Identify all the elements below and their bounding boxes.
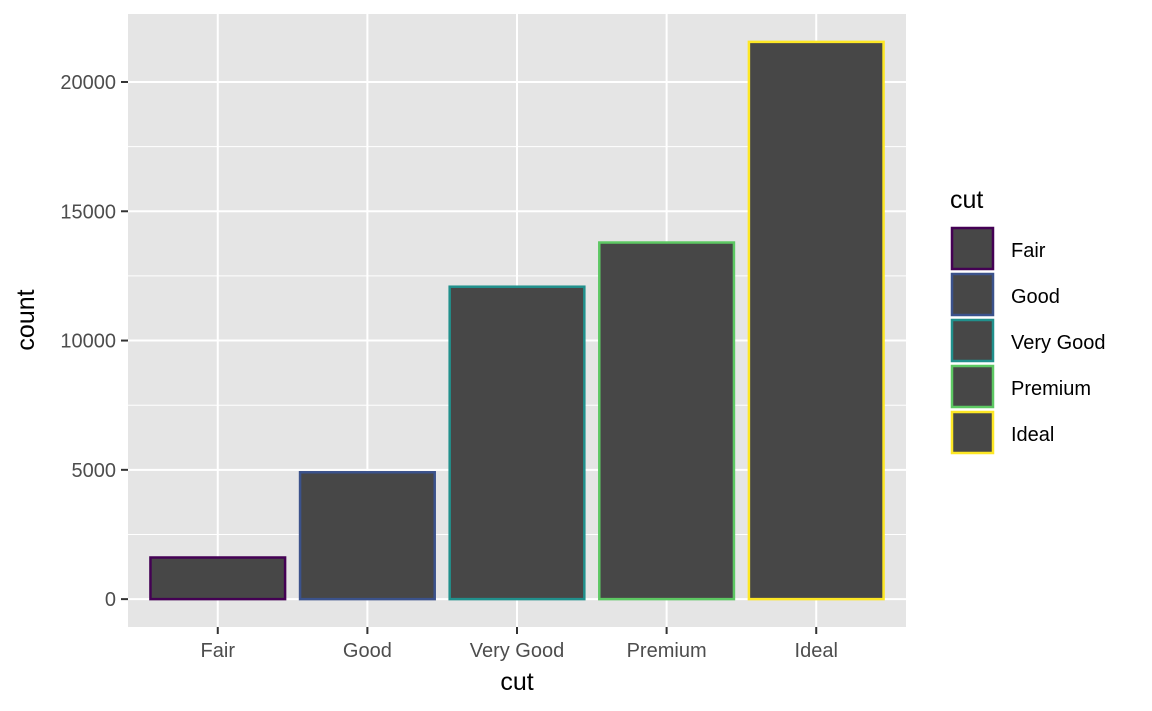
x-tick-label: Fair	[201, 640, 236, 662]
bar-very-good	[448, 285, 586, 601]
x-tick-label: Premium	[627, 640, 707, 662]
bar-fair	[149, 556, 287, 601]
y-tick-label: 0	[105, 589, 116, 611]
legend: cut Fair Good Very Good Premium Ideal	[950, 186, 1106, 455]
y-tick-label: 10000	[60, 331, 116, 353]
y-tick-label: 20000	[60, 72, 116, 94]
legend-swatch	[950, 226, 995, 271]
x-axis-ticks: Fair Good Very Good Premium Ideal	[201, 627, 838, 662]
y-axis-ticks: 0 5000 10000 15000 20000	[60, 72, 128, 611]
x-axis-title: cut	[500, 668, 533, 696]
legend-swatch	[950, 272, 995, 317]
y-tick-label: 5000	[72, 460, 117, 482]
x-tick-label: Good	[343, 640, 392, 662]
legend-label: Good	[1011, 286, 1060, 308]
legend-swatch	[950, 364, 995, 409]
legend-label: Premium	[1011, 378, 1091, 400]
legend-title: cut	[950, 186, 983, 214]
y-tick-label: 15000	[60, 201, 116, 223]
legend-label: Very Good	[1011, 332, 1106, 354]
legend-swatch	[950, 410, 995, 455]
legend-swatch	[950, 318, 995, 363]
bar-ideal	[747, 40, 885, 601]
bars	[149, 40, 885, 601]
bar-good	[298, 471, 436, 601]
y-axis-title: count	[12, 289, 40, 350]
x-tick-label: Ideal	[795, 640, 838, 662]
x-tick-label: Very Good	[470, 640, 565, 662]
bar-premium	[598, 241, 736, 601]
legend-label: Fair	[1011, 240, 1046, 262]
legend-entries: Fair Good Very Good Premium Ideal	[950, 226, 1106, 455]
legend-label: Ideal	[1011, 424, 1054, 446]
